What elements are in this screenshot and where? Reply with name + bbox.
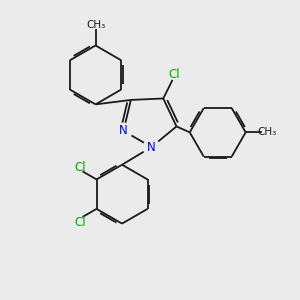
Text: N: N	[147, 141, 156, 154]
Text: Cl: Cl	[168, 68, 180, 81]
Text: CH₃: CH₃	[258, 127, 277, 137]
Text: Cl: Cl	[74, 216, 85, 229]
Text: CH₃: CH₃	[86, 20, 105, 30]
Text: N: N	[119, 124, 128, 137]
Text: Cl: Cl	[74, 161, 86, 174]
